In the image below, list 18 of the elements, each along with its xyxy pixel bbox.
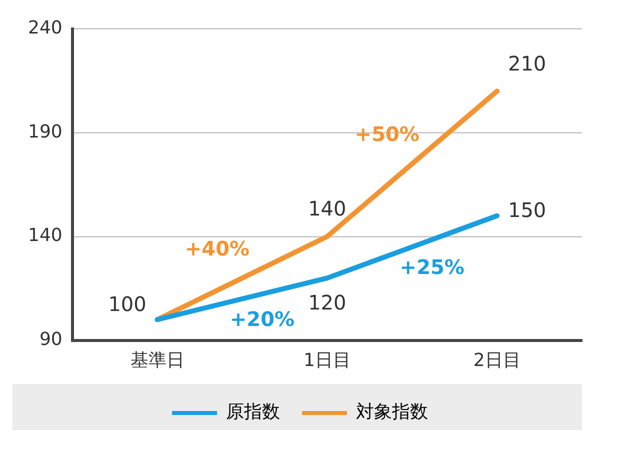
data-label: 210 [508,51,546,76]
annotation: +40% [184,236,250,260]
annotation: +25% [400,255,464,280]
x-tick-label: 基準日 [130,350,184,371]
y-tick-label: 240 [28,17,62,38]
legend-label: 対象指数 [356,402,428,423]
x-tick-label: 2日目 [473,350,521,371]
data-label: 100 [108,292,146,316]
annotation: +50% [354,122,420,146]
data-label: 140 [308,196,346,221]
y-tick-label: 190 [28,121,62,142]
annotation: +20% [230,307,295,332]
x-tick-label: 1日目 [303,350,351,371]
legend-label: 原指数 [226,402,280,423]
y-tick-label: 90 [39,329,62,350]
y-tick-label: 140 [28,225,62,246]
data-label: 120 [308,290,346,314]
data-label: 150 [508,198,546,222]
